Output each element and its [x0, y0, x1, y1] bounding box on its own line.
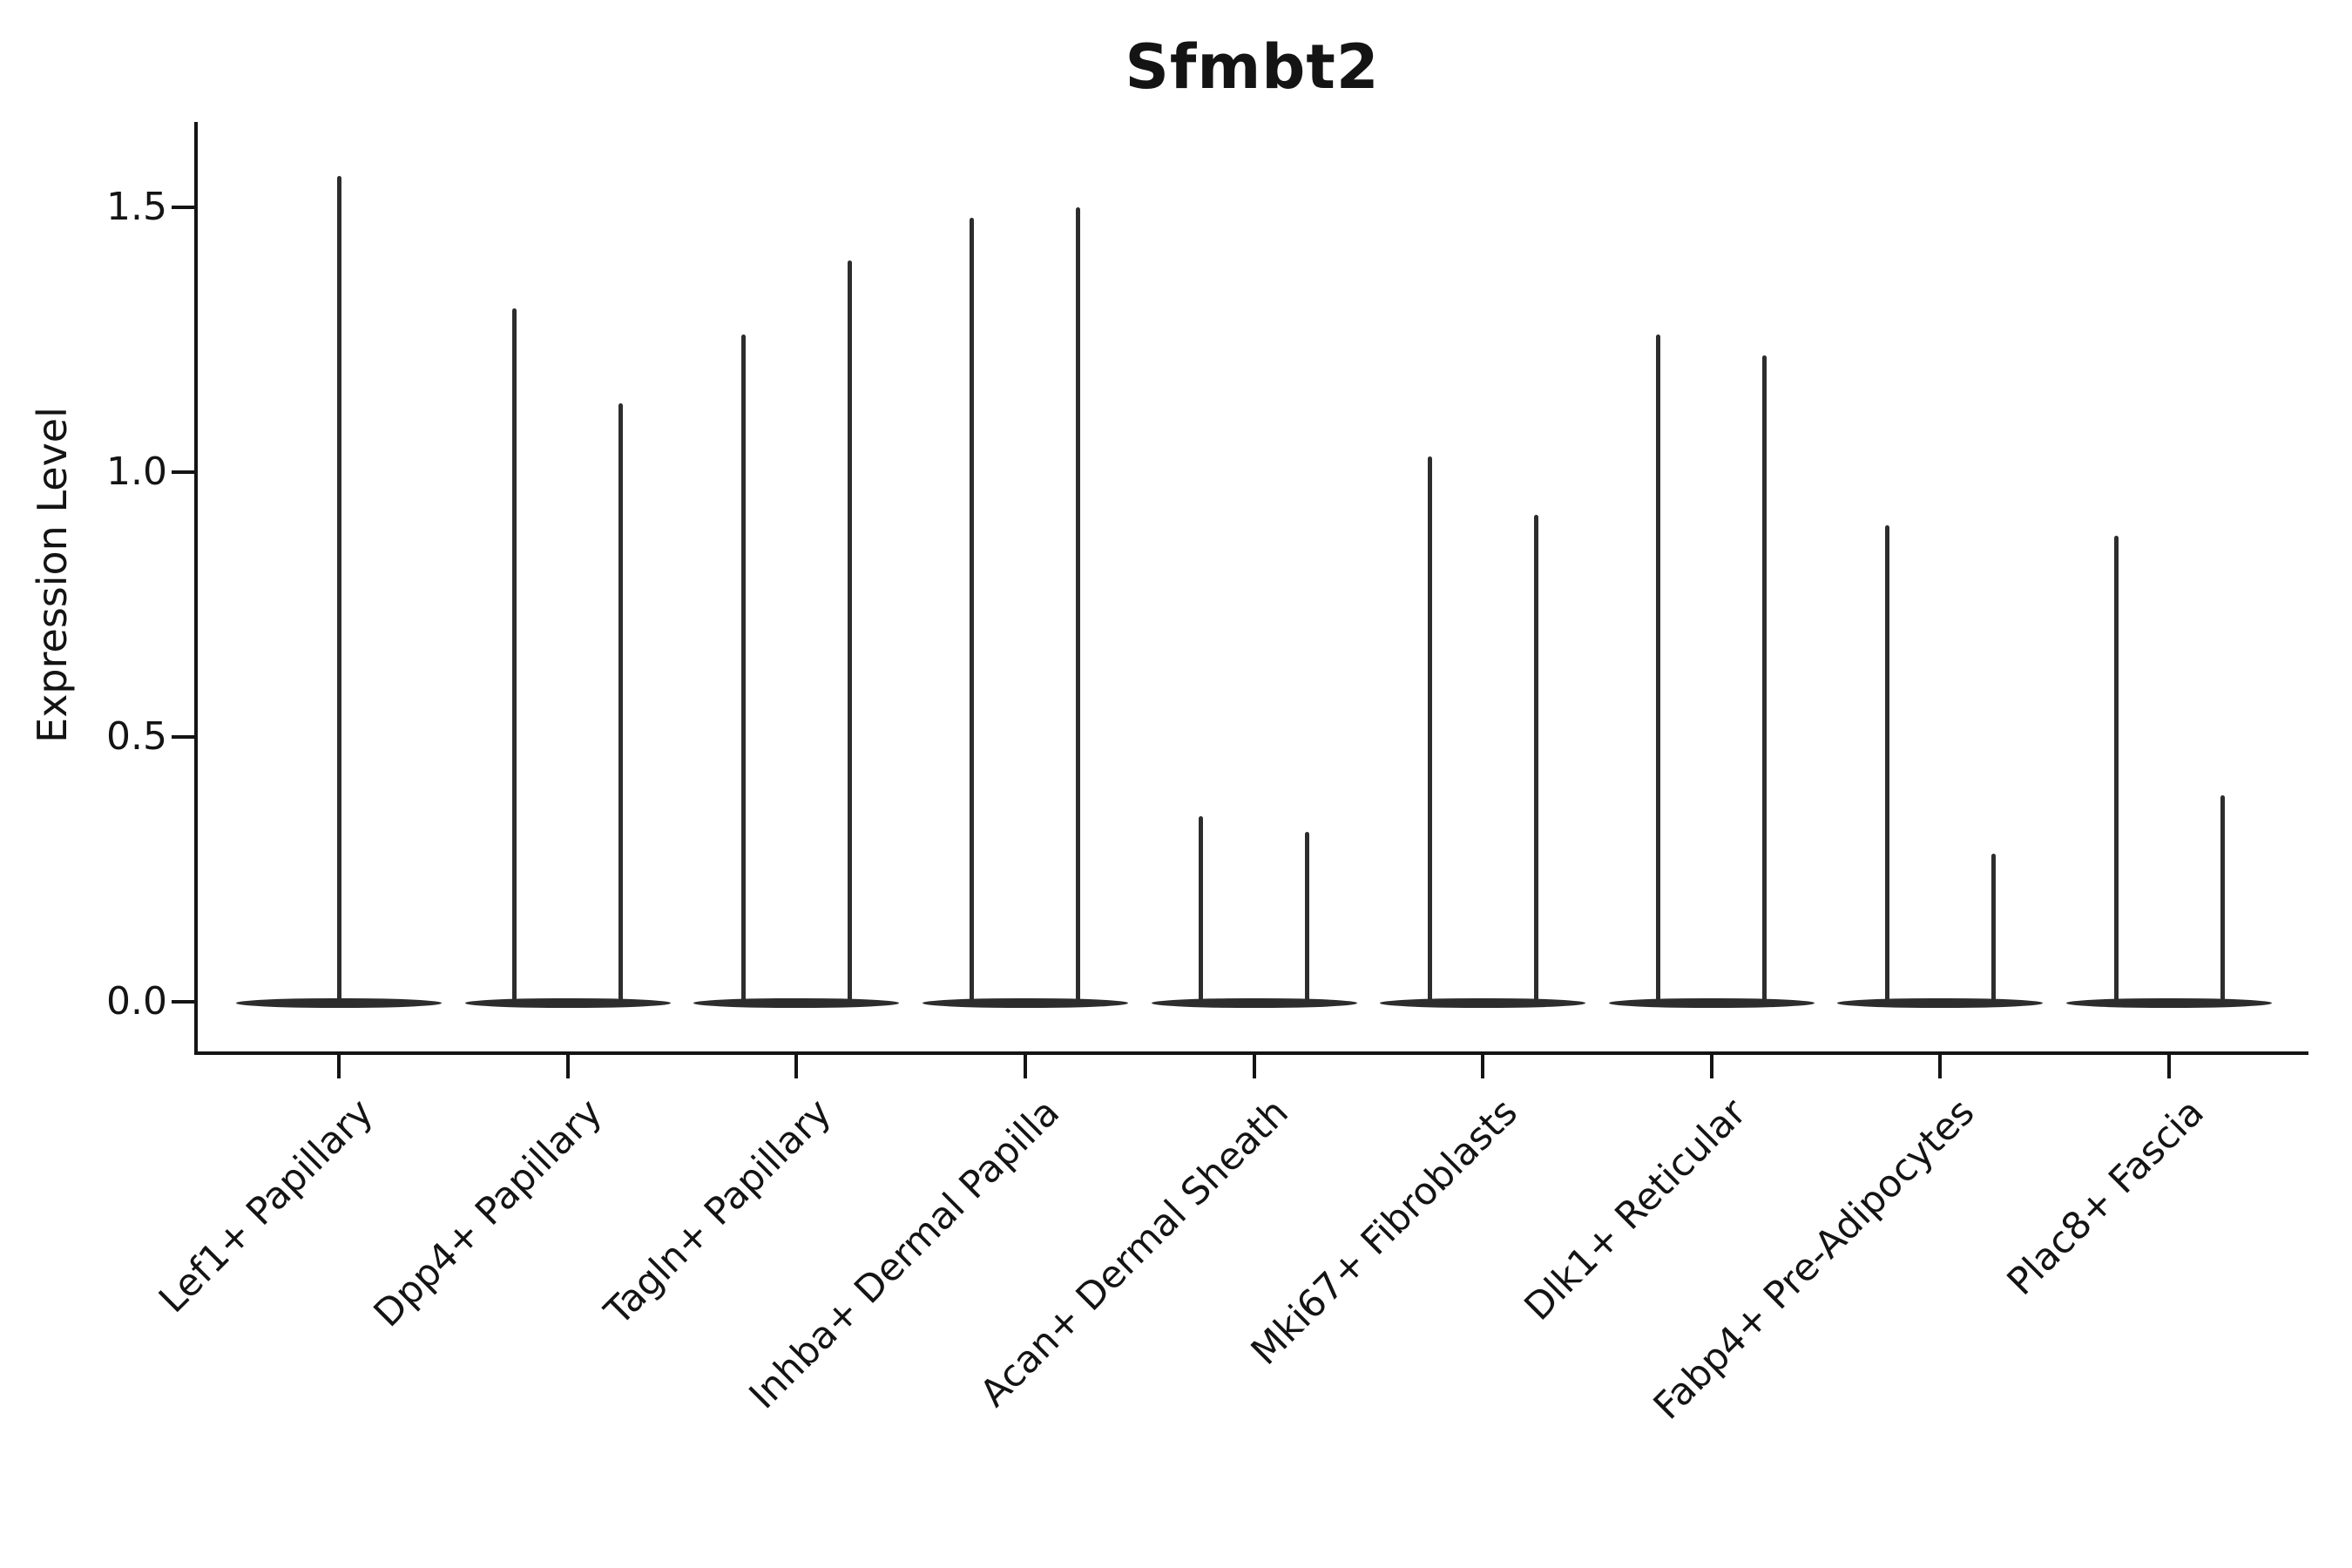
violin-base: [2066, 998, 2272, 1008]
violin-tail-spike: [1199, 816, 1203, 1005]
y-tick-label: 0.5: [106, 714, 167, 759]
bottom-axis-spine: [194, 1051, 2308, 1055]
x-tick-label: Tagln+ Papillary: [596, 1091, 840, 1335]
violin-base: [1151, 998, 1357, 1008]
violin-tail-spike: [2220, 794, 2225, 1005]
x-tick-label: Plac8+ Fascia: [1998, 1091, 2213, 1304]
x-tick-mark: [565, 1055, 570, 1078]
x-tick-label: Lef1+ Papillary: [151, 1091, 382, 1322]
y-tick-mark: [172, 735, 194, 739]
x-tick-mark: [794, 1055, 799, 1078]
chart-title: Sfmbt2: [1125, 31, 1380, 103]
x-tick-mark: [2167, 1055, 2171, 1078]
x-tick-label: Dlk1+ Reticular: [1516, 1091, 1755, 1329]
violin-tail-spike: [847, 260, 852, 1005]
y-tick-mark: [172, 1000, 194, 1004]
violin-base: [464, 998, 671, 1008]
x-tick-mark: [1481, 1055, 1485, 1078]
violin-tail-spike: [2113, 535, 2119, 1005]
x-tick-label: Dpp4+ Papillary: [365, 1091, 611, 1336]
violin-tail-spike: [1305, 832, 1309, 1005]
violin-tail-spike: [336, 175, 341, 1005]
violin-base: [1380, 998, 1586, 1008]
left-axis-spine: [194, 122, 198, 1055]
violin-tail-spike: [970, 218, 975, 1005]
violin-tail-spike: [1762, 355, 1767, 1005]
violin-tail-spike: [740, 334, 746, 1005]
violin-base: [693, 998, 900, 1008]
violin-tail-spike: [1076, 207, 1081, 1005]
violin-base: [1837, 998, 2044, 1008]
x-tick-mark: [1938, 1055, 1943, 1078]
y-tick-mark: [172, 206, 194, 209]
violin-tail-spike: [512, 308, 517, 1005]
x-tick-mark: [1252, 1055, 1256, 1078]
violin-tail-spike: [1884, 524, 1889, 1005]
violin-base: [922, 998, 1128, 1008]
y-tick-label: 1.5: [106, 185, 167, 229]
violin-tail-spike: [1990, 853, 1996, 1005]
y-tick-mark: [172, 470, 194, 474]
x-tick-mark: [337, 1055, 341, 1078]
y-tick-label: 1.0: [106, 449, 167, 494]
violin-tail-spike: [1533, 514, 1538, 1005]
violin-base: [1608, 998, 1815, 1008]
y-tick-label: 0.0: [106, 979, 167, 1024]
x-tick-mark: [1023, 1055, 1027, 1078]
x-tick-mark: [1709, 1055, 1713, 1078]
violin-tail-spike: [618, 402, 624, 1005]
violin-tail-spike: [1656, 334, 1661, 1005]
violin-tail-spike: [1427, 456, 1432, 1005]
